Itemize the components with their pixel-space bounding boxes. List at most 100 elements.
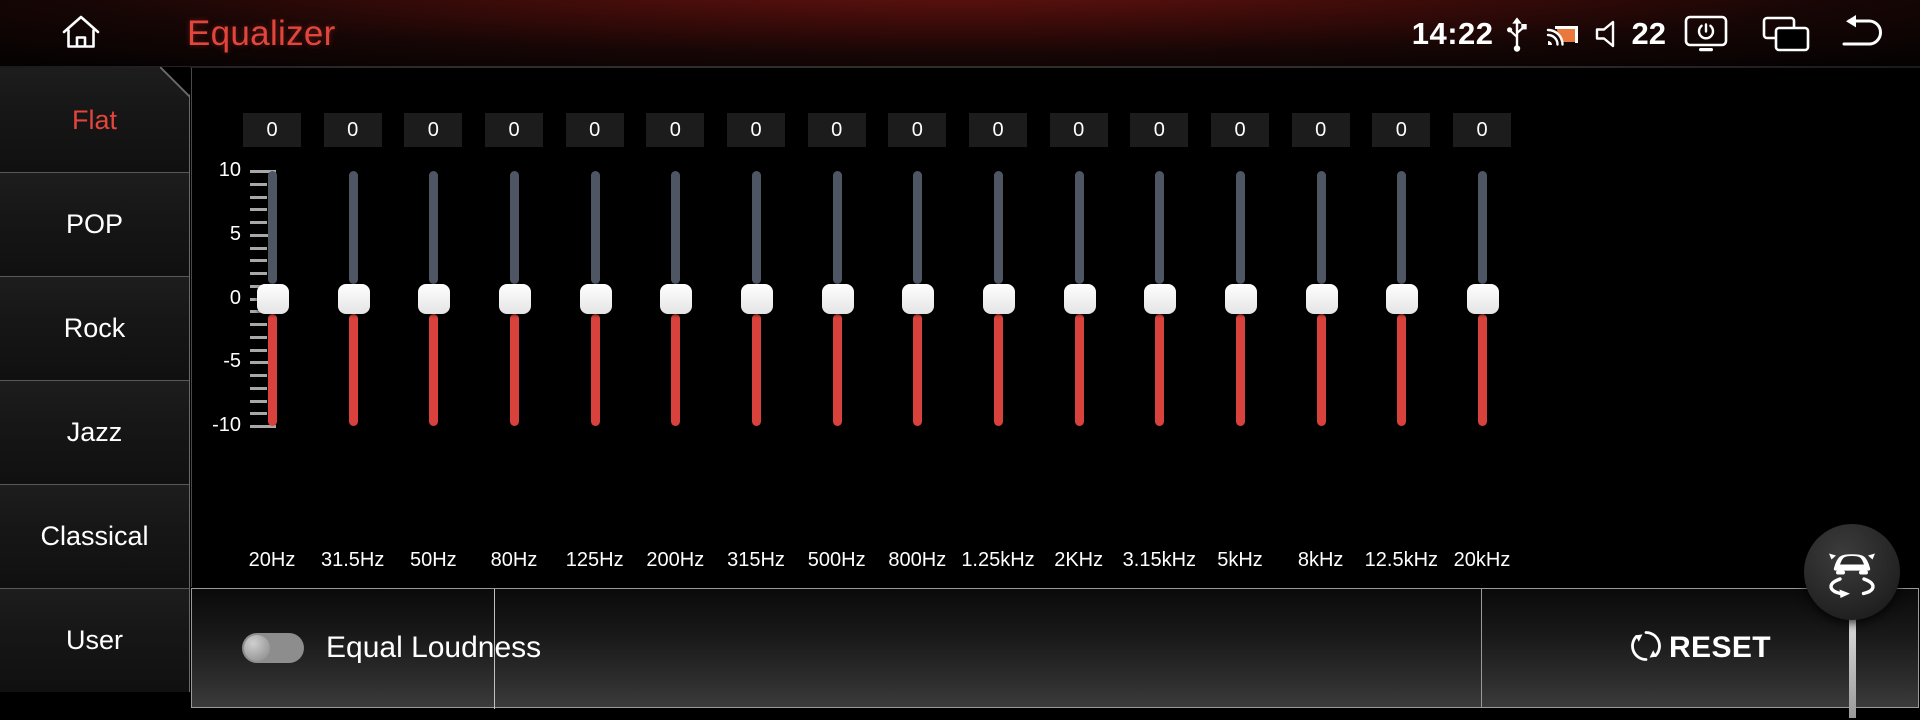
band-value-box: 0 bbox=[404, 113, 463, 147]
slider-track-fill bbox=[590, 313, 600, 426]
band-slider[interactable] bbox=[888, 68, 946, 446]
ruler-tick-minor bbox=[250, 323, 267, 326]
band-value-box: 0 bbox=[888, 113, 947, 147]
band-slider[interactable] bbox=[404, 68, 462, 446]
band-slider[interactable] bbox=[727, 68, 785, 446]
slider-thumb[interactable] bbox=[660, 283, 693, 314]
frequency-label: 8kHz bbox=[1297, 549, 1344, 571]
power-display-icon[interactable] bbox=[1666, 14, 1746, 54]
slider-track-fill bbox=[1155, 313, 1165, 426]
ruler-tick-minor bbox=[250, 374, 267, 377]
frequency-label: 80Hz bbox=[490, 549, 538, 571]
usb-icon[interactable] bbox=[1494, 15, 1540, 53]
slider-thumb[interactable] bbox=[1467, 283, 1499, 314]
sidebar-item-classical[interactable]: Classical bbox=[0, 484, 190, 588]
ruler-tick-minor bbox=[250, 412, 267, 416]
band-value: 0 bbox=[347, 118, 359, 141]
sidebar-item-label: POP bbox=[65, 209, 124, 239]
bottom-control-bar: Equal Loudness RESET bbox=[191, 588, 1920, 709]
frequency-label: 125Hz bbox=[565, 549, 624, 571]
band-value-box: 0 bbox=[646, 113, 705, 147]
ruler-tick-minor bbox=[250, 399, 267, 403]
sidebar-item-label: Rock bbox=[63, 313, 126, 343]
frequency-label: 20kHz bbox=[1453, 549, 1511, 571]
band-slider[interactable] bbox=[1453, 68, 1511, 446]
band-slider[interactable] bbox=[566, 68, 624, 446]
sidebar-item-pop[interactable]: POP bbox=[0, 172, 190, 276]
volume-icon[interactable] bbox=[1590, 18, 1630, 50]
slider-thumb[interactable] bbox=[579, 283, 612, 314]
home-button[interactable] bbox=[55, 8, 107, 60]
slider-track-upper bbox=[1155, 171, 1165, 284]
band-value-box: 0 bbox=[1453, 113, 1511, 147]
slider-track-upper bbox=[429, 171, 439, 284]
band-slider[interactable] bbox=[808, 68, 866, 446]
ruler-tick-minor bbox=[250, 182, 267, 186]
ruler-tick-major bbox=[250, 361, 276, 365]
recent-apps-icon[interactable] bbox=[1746, 15, 1826, 53]
band-value: 0 bbox=[911, 118, 923, 141]
slider-track-fill bbox=[671, 313, 681, 426]
page-title: Equalizer bbox=[187, 14, 336, 53]
band-value: 0 bbox=[1234, 118, 1246, 141]
slider-thumb[interactable] bbox=[337, 283, 370, 314]
slider-track-fill bbox=[752, 313, 761, 426]
band-value-box: 0 bbox=[807, 113, 866, 147]
band-slider[interactable] bbox=[1130, 68, 1188, 446]
equal-loudness-label: Equal Loudness bbox=[326, 631, 542, 664]
frequency-label: 5kHz bbox=[1217, 549, 1263, 571]
band-value-box: 0 bbox=[243, 113, 301, 147]
ruler-tick-major bbox=[250, 425, 276, 428]
slider-track-fill bbox=[1478, 313, 1487, 426]
band-value-box: 0 bbox=[1291, 113, 1350, 147]
ruler-tick-minor bbox=[250, 259, 267, 263]
slider-track-upper bbox=[1316, 171, 1326, 284]
band-slider[interactable] bbox=[243, 68, 301, 446]
slider-track-fill bbox=[348, 313, 358, 426]
slider-thumb[interactable] bbox=[1305, 283, 1338, 314]
slider-thumb[interactable] bbox=[902, 283, 935, 314]
band-slider[interactable] bbox=[1372, 68, 1430, 446]
slider-thumb[interactable] bbox=[418, 283, 451, 314]
band-value-box: 0 bbox=[727, 113, 785, 147]
band-value-box: 0 bbox=[1130, 113, 1189, 147]
band-value: 0 bbox=[1476, 118, 1488, 141]
sidebar-item-label: Classical bbox=[40, 521, 149, 551]
sidebar-item-flat[interactable]: Flat bbox=[0, 67, 190, 172]
band-slider[interactable] bbox=[1211, 68, 1269, 446]
sidebar-item-user[interactable]: User bbox=[0, 588, 190, 692]
refresh-icon bbox=[1629, 629, 1663, 668]
toggle-knob bbox=[244, 635, 270, 661]
slider-thumb[interactable] bbox=[499, 283, 531, 314]
slider-thumb[interactable] bbox=[741, 283, 773, 314]
band-slider[interactable] bbox=[1050, 68, 1108, 446]
slider-thumb[interactable] bbox=[821, 283, 854, 314]
band-slider[interactable] bbox=[1292, 68, 1350, 446]
equalizer-panel: 0 0 0 0 0 0 0 0 0 0 0 0 0 0 0 0 10 5 0 -5 -10 20Hz 31.5Hz 50H… bbox=[191, 68, 1920, 587]
band-slider[interactable] bbox=[969, 68, 1027, 446]
frequency-label: 2KHz bbox=[1054, 549, 1104, 571]
band-value: 0 bbox=[1395, 118, 1407, 141]
frequency-label: 315Hz bbox=[727, 549, 785, 571]
slider-thumb[interactable] bbox=[1063, 283, 1096, 314]
sidebar-item-rock[interactable]: Rock bbox=[0, 276, 190, 380]
slider-track-fill bbox=[268, 313, 277, 426]
frequency-label: 50Hz bbox=[409, 549, 457, 571]
slider-thumb[interactable] bbox=[1144, 283, 1177, 314]
slider-thumb[interactable] bbox=[983, 283, 1015, 314]
slider-thumb[interactable] bbox=[1386, 283, 1419, 314]
slider-track-upper bbox=[510, 171, 519, 284]
cast-icon[interactable] bbox=[1540, 20, 1586, 48]
slider-thumb[interactable] bbox=[1225, 283, 1257, 314]
back-icon[interactable] bbox=[1826, 15, 1898, 53]
band-slider[interactable] bbox=[646, 68, 704, 446]
band-value: 0 bbox=[508, 118, 520, 141]
slider-track-fill bbox=[913, 313, 923, 426]
equal-loudness-toggle[interactable] bbox=[242, 633, 304, 663]
band-slider[interactable] bbox=[485, 68, 543, 446]
band-slider[interactable] bbox=[324, 68, 382, 446]
slider-thumb[interactable] bbox=[257, 283, 289, 314]
sidebar-item-jazz[interactable]: Jazz bbox=[0, 380, 190, 484]
car-360-button[interactable] bbox=[1804, 524, 1900, 620]
